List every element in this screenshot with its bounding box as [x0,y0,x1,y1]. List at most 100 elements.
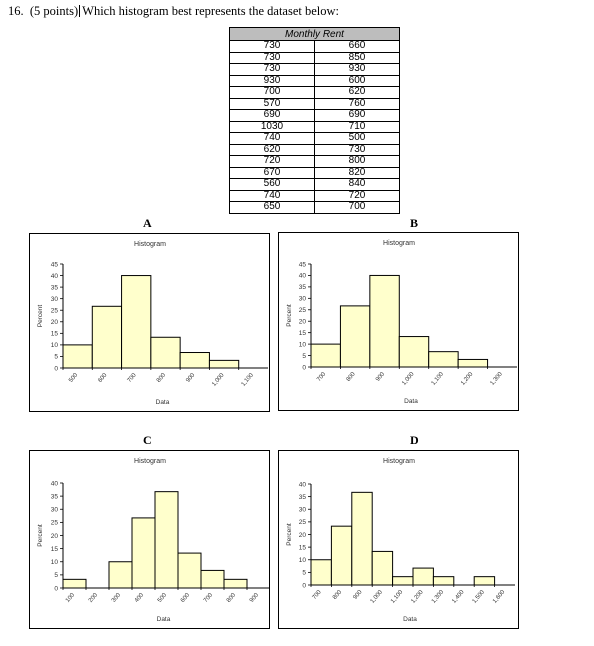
table-cell-right: 720 [314,190,400,202]
y-tick-label: 10 [299,341,307,348]
table-cell-left: 740 [229,132,315,145]
table-row: 1030 710 [229,121,400,133]
y-axis-label: Percent [37,524,44,547]
question-points: (5 points) [29,4,79,18]
histogram-bar [330,525,353,586]
table-body: 730 660 730 850 730 930 930 600 700 620 570 760 690 6… [229,40,400,214]
x-tick-label: 1,100 [241,372,256,388]
histogram-panel-d: Histogram 0 5 10 15 20 25 30 35 40 700 800 900 1,000 1… [278,450,519,629]
y-tick-label: 40 [299,273,307,280]
table-cell-right: 600 [314,75,400,87]
table-cell-right: 930 [314,63,400,76]
histogram-bar [432,576,455,586]
y-tick-label: 15 [299,330,307,337]
histogram-bar [398,336,430,368]
histogram-panel-a: Histogram 0 5 10 15 20 25 30 35 40 45 500 600 700 800 9… [29,233,270,412]
y-tick-label: 15 [51,331,59,338]
table-cell-left: 930 [229,75,315,87]
x-tick-label: 1,000 [401,371,416,387]
histogram-bar [91,305,123,369]
table-row: 730 930 [229,63,400,76]
table-row: 700 620 [229,86,400,99]
y-axis-label: Percent [286,304,293,327]
y-tick-label: 30 [51,507,59,514]
histogram-bar [223,578,248,589]
y-tick-label: 45 [299,261,307,268]
histogram-bar [121,275,152,369]
histogram-bar [177,552,202,589]
x-axis-label: Data [156,399,170,406]
x-tick-label: 800 [346,371,357,383]
x-tick-label: 100 [65,592,76,604]
x-tick-label: 1,000 [211,372,226,388]
x-axis-label: Data [403,616,417,623]
table-cell-left: 670 [229,167,315,179]
x-tick-label: 600 [97,372,108,384]
x-tick-label: 800 [332,589,343,601]
chart-title: Histogram [383,458,415,465]
x-tick-label: 1,300 [490,371,505,387]
y-tick-label: 15 [299,544,307,551]
y-tick-label: 0 [54,585,58,592]
table-cell-right: 620 [314,86,400,99]
question-number: 16. [8,4,24,18]
histogram-bar [62,344,93,369]
y-tick-label: 45 [51,261,59,268]
x-tick-label: 1,500 [472,589,487,605]
y-tick-label: 5 [302,570,306,577]
chart-title: Histogram [383,240,415,247]
y-tick-label: 10 [299,557,307,564]
table-cell-left: 690 [229,109,315,122]
histogram-bar [473,576,496,586]
table-cell-left: 620 [229,144,315,156]
histogram-bar [154,491,179,589]
histogram-bar [310,343,341,368]
histogram-chart-b: Histogram 0 5 10 15 20 25 30 35 40 45 700 800 900 1,00… [286,240,517,405]
x-axis-label: Data [404,398,418,405]
text-cursor [79,5,81,17]
table-cell-left: 740 [229,190,315,202]
y-tick-label: 25 [51,308,59,315]
table-row: 670 820 [229,167,400,179]
x-axis-label: Data [157,616,171,623]
y-tick-label: 30 [299,507,307,514]
chart-title: Histogram [134,458,166,465]
y-axis-label: Percent [37,305,44,328]
histogram-chart-a: Histogram 0 5 10 15 20 25 30 35 40 45 500 600 700 800 9… [37,241,268,406]
chart-label-c: C [143,433,152,447]
y-tick-label: 25 [299,307,307,314]
table-cell-right: 850 [314,52,400,64]
y-tick-label: 25 [299,519,307,526]
table-row: 730 660 [229,40,400,53]
table-cell-right: 710 [314,121,400,133]
table-cell-right: 800 [314,155,400,168]
histogram-bar [200,569,225,589]
table-cell-right: 760 [314,98,400,110]
histogram-bar [428,351,459,368]
x-tick-label: 1,200 [410,589,425,605]
x-tick-label: 900 [249,592,260,604]
x-tick-label: 700 [316,371,327,383]
histogram-bar [457,358,489,368]
y-tick-label: 25 [51,520,59,527]
y-tick-label: 40 [299,481,307,488]
chart-label-b: B [410,216,419,230]
histogram-bar [108,561,133,589]
table-cell-left: 730 [229,63,315,76]
x-tick-label: 500 [68,372,79,384]
histogram-bar [339,305,371,368]
table-cell-left: 700 [229,86,315,99]
question-text: 16. (5 points) Which histogram best repre… [8,4,339,19]
table-row: 740 720 [229,190,400,202]
histogram-bar [208,359,240,369]
y-tick-label: 5 [54,354,58,361]
x-tick-label: 1,400 [451,589,466,605]
table-row: 620 730 [229,144,400,156]
y-tick-label: 5 [54,572,58,579]
y-tick-label: 0 [54,365,58,372]
histogram-panel-c: Histogram 0 5 10 15 20 25 30 35 40 100 200 300 400 500… [29,450,270,629]
histogram-bar [351,491,373,586]
histogram-bar [131,517,156,589]
table-row: 720 800 [229,155,400,168]
table-cell-left: 1030 [229,121,315,133]
